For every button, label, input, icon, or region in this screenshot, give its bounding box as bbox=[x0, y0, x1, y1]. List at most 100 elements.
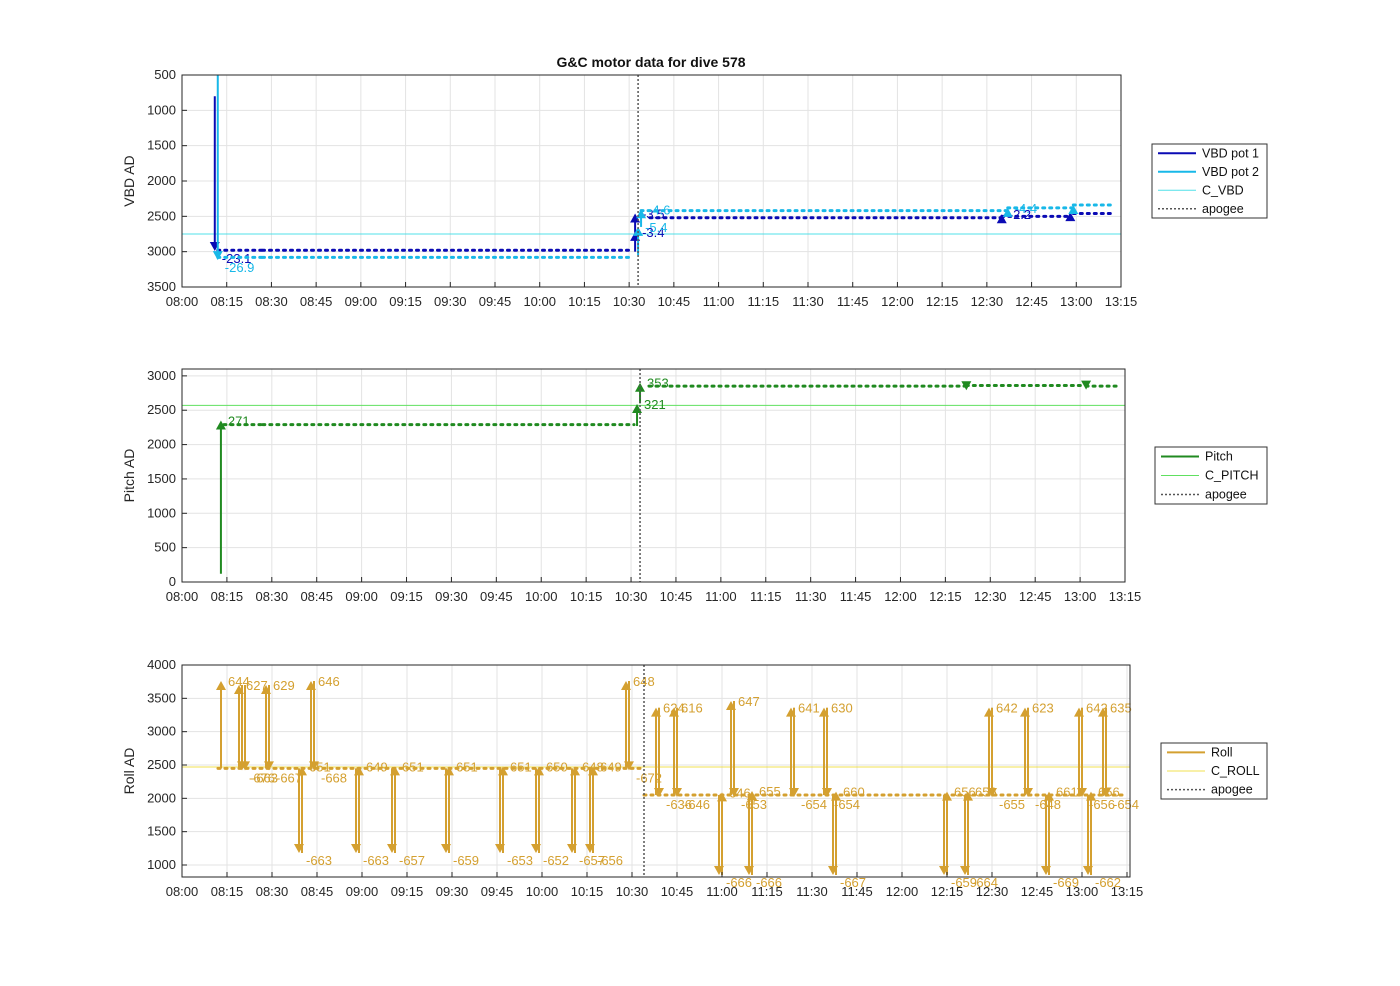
data-label: -663 bbox=[363, 853, 389, 868]
x-tick-label: 12:00 bbox=[881, 294, 914, 309]
data-label: -659 bbox=[453, 853, 479, 868]
y-tick-label: 500 bbox=[154, 67, 176, 82]
x-tick-label: 10:30 bbox=[613, 294, 646, 309]
x-tick-label: 12:15 bbox=[931, 884, 964, 899]
x-axis: 08:00 08:15 08:30 08:45 09:00 09:15 09:30 09:45… bbox=[166, 282, 1137, 309]
move-arrow-head bbox=[297, 766, 307, 776]
data-label: 321 bbox=[644, 397, 666, 412]
data-label: -636 bbox=[666, 797, 692, 812]
move-arrow-head bbox=[354, 766, 364, 776]
data-label: -26.9 bbox=[225, 260, 255, 275]
data-label: 271 bbox=[228, 414, 250, 429]
data-label: -2.2 bbox=[1009, 207, 1031, 222]
data-label: 623 bbox=[1032, 701, 1054, 716]
axes-frame bbox=[181, 664, 1131, 878]
move-arrow-head bbox=[1081, 380, 1092, 390]
series-pitch: 271 321 353 bbox=[215, 376, 1121, 574]
move-arrow-head bbox=[961, 381, 972, 391]
x-tick-label: 10:15 bbox=[570, 589, 603, 604]
data-label: 635 bbox=[1110, 701, 1132, 716]
axes-frame bbox=[181, 368, 1126, 583]
data-label: -654 bbox=[1113, 797, 1139, 812]
x-tick-label: 13:00 bbox=[1060, 294, 1093, 309]
x-tick-label: 11:00 bbox=[703, 294, 735, 309]
data-label: -663 bbox=[306, 853, 332, 868]
x-tick-label: 08:45 bbox=[300, 294, 333, 309]
move-arrow-head bbox=[1065, 212, 1076, 222]
x-tick-label: 11:15 bbox=[750, 589, 782, 604]
move-arrow-head bbox=[654, 788, 664, 797]
move-arrow-head bbox=[264, 761, 274, 771]
move-arrow-head bbox=[216, 681, 226, 690]
move-arrow-head bbox=[996, 214, 1007, 224]
y-tick-label: 3500 bbox=[147, 279, 176, 294]
data-label: -666 bbox=[756, 875, 782, 890]
move-arrow-head bbox=[831, 791, 841, 801]
x-tick-label: 08:15 bbox=[211, 589, 244, 604]
x-tick-label: 09:15 bbox=[389, 294, 422, 309]
move-arrow-head bbox=[215, 420, 226, 430]
x-tick-label: 10:45 bbox=[660, 589, 693, 604]
move-arrow-head bbox=[1086, 791, 1096, 801]
data-label: 651 bbox=[402, 759, 424, 774]
y-tick-label: 1000 bbox=[147, 857, 176, 872]
move-arrow-head bbox=[672, 788, 682, 797]
move-arrow-head bbox=[1068, 205, 1079, 215]
data-label: -23.1 bbox=[222, 251, 252, 266]
data-label: -659 bbox=[951, 875, 977, 890]
axes-container: -23.1-3.4-3.5 -2.2-26.9-5.4-4.6 -4.408:00 0… bbox=[121, 67, 1268, 899]
x-tick-label: 08:00 bbox=[166, 589, 199, 604]
x-tick-label: 13:00 bbox=[1066, 884, 1099, 899]
data-label: -657 bbox=[399, 853, 425, 868]
move-arrow-head bbox=[987, 788, 997, 797]
x-tick-label: 11:45 bbox=[840, 589, 872, 604]
x-tick-label: 13:15 bbox=[1109, 589, 1142, 604]
y-tick-label: 2000 bbox=[147, 437, 176, 452]
x-tick-label: 11:00 bbox=[705, 589, 737, 604]
x-tick-label: 10:30 bbox=[616, 884, 649, 899]
x-tick-label: 08:45 bbox=[300, 589, 333, 604]
x-tick-label: 11:15 bbox=[751, 884, 783, 899]
data-label: 649 bbox=[600, 759, 622, 774]
move-arrow-head bbox=[1044, 791, 1054, 801]
data-label: 649 bbox=[366, 759, 388, 774]
move-arrow-head bbox=[635, 382, 646, 392]
x-tick-label: 08:00 bbox=[166, 884, 199, 899]
y-tick-label: 2500 bbox=[147, 402, 176, 417]
x-tick-label: 11:45 bbox=[841, 884, 873, 899]
data-label: 642 bbox=[996, 701, 1018, 716]
data-label: -668 bbox=[321, 770, 347, 785]
data-label: -654 bbox=[834, 797, 860, 812]
y-tick-label: 2000 bbox=[147, 790, 176, 805]
x-tick-label: 09:30 bbox=[436, 884, 469, 899]
move-arrow-head bbox=[624, 761, 634, 771]
x-tick-label: 11:45 bbox=[837, 294, 869, 309]
chart-title: G&C motor data for dive 578 bbox=[556, 54, 745, 70]
y-tick-label: 0 bbox=[169, 574, 176, 589]
x-tick-label: 08:30 bbox=[255, 294, 288, 309]
move-arrow-head bbox=[309, 761, 319, 771]
x-tick-label: 12:45 bbox=[1021, 884, 1054, 899]
data-label: -666 bbox=[726, 875, 752, 890]
x-tick-label: 13:15 bbox=[1111, 884, 1144, 899]
x-tick-label: 09:15 bbox=[391, 884, 424, 899]
data-label: -667 bbox=[276, 770, 302, 785]
y-axis: 0 500 1000 1500 2000 2500 3000 bbox=[147, 368, 187, 589]
x-tick-label: 12:00 bbox=[884, 589, 917, 604]
move-arrow-head bbox=[1077, 788, 1087, 797]
x-tick-label: 10:00 bbox=[523, 294, 556, 309]
move-arrow-head bbox=[717, 792, 727, 802]
grid bbox=[181, 74, 1122, 288]
data-label: -664 bbox=[972, 875, 998, 890]
y-tick-label: 500 bbox=[154, 540, 176, 555]
move-arrow-head bbox=[1023, 788, 1033, 797]
data-label: -676 bbox=[249, 770, 275, 785]
legend-entry: VBD pot 2 bbox=[1202, 165, 1259, 179]
x-tick-label: 12:45 bbox=[1015, 294, 1048, 309]
x-axis: 08:00 08:15 08:30 08:45 09:00 09:15 09:30 09:45… bbox=[166, 872, 1144, 899]
legend-entry: Pitch bbox=[1205, 450, 1233, 464]
x-tick-label: 10:00 bbox=[525, 589, 558, 604]
x-tick-label: 10:45 bbox=[658, 294, 691, 309]
